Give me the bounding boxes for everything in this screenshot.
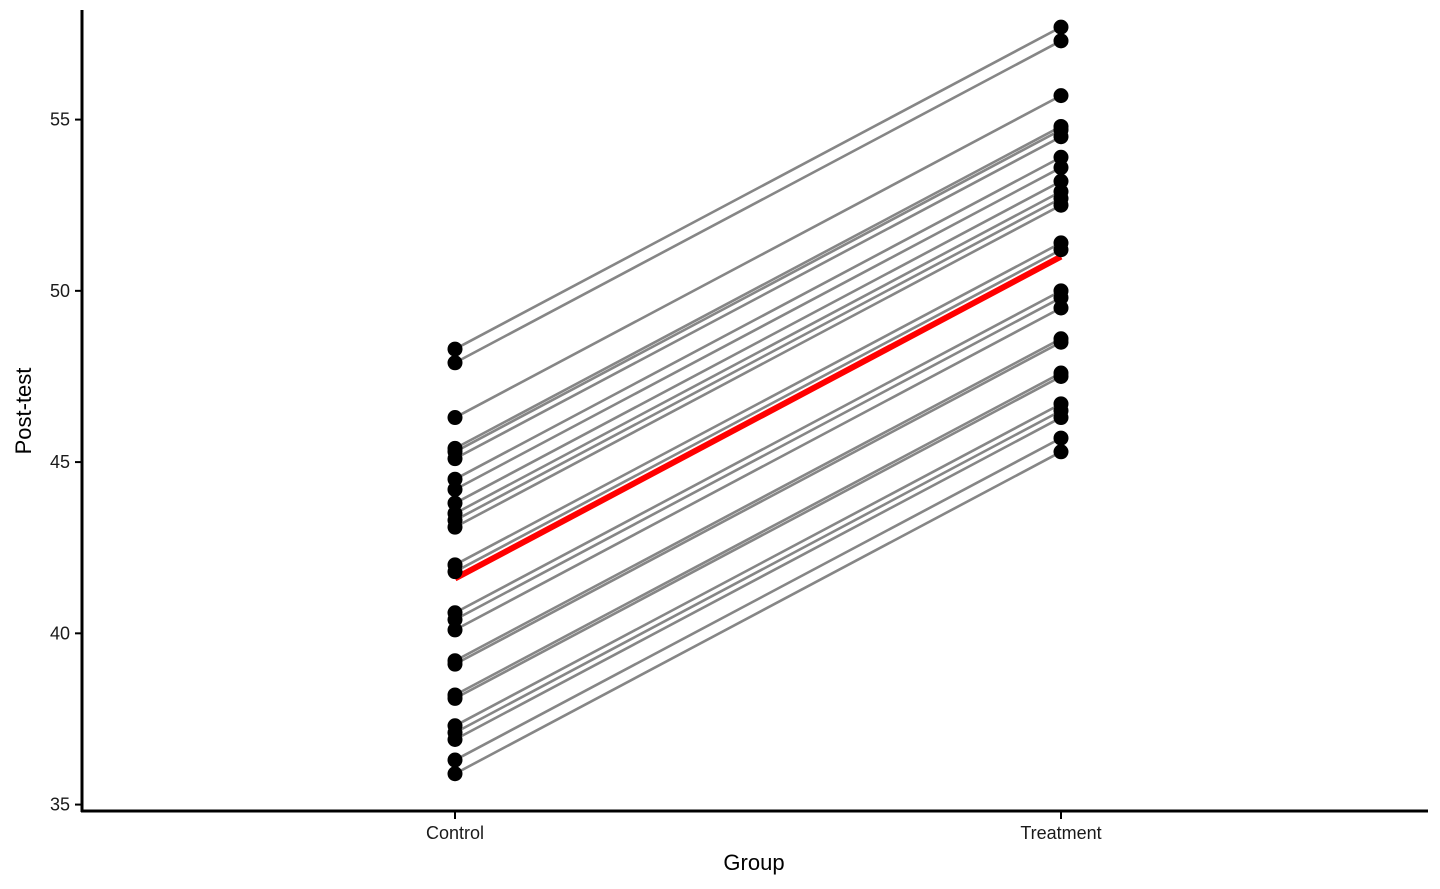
subject-line — [454, 128, 1062, 453]
mean-line — [453, 253, 1063, 582]
subject-line — [454, 371, 1062, 697]
control-point — [447, 622, 463, 638]
subject-line — [454, 156, 1062, 481]
subject-lines — [454, 25, 1062, 775]
treatment-point — [1053, 444, 1069, 460]
treatment-point — [1053, 300, 1069, 316]
y-tick-label: 40 — [50, 623, 70, 643]
treatment-point — [1053, 88, 1069, 104]
subject-line — [454, 409, 1062, 734]
subject-line — [454, 135, 1062, 460]
subject-line — [454, 197, 1062, 522]
x-axis-title: Group — [723, 850, 784, 875]
treatment-point — [1053, 290, 1069, 306]
subject-line — [454, 337, 1062, 662]
subject-line — [454, 125, 1062, 450]
control-point — [447, 612, 463, 628]
control-point — [447, 732, 463, 748]
subject-line — [454, 94, 1062, 419]
control-point — [447, 355, 463, 371]
control-point — [447, 690, 463, 706]
mean-layer — [453, 253, 1063, 582]
treatment-point — [1053, 173, 1069, 189]
control-point — [447, 471, 463, 487]
treatment-point — [1053, 149, 1069, 165]
subject-line — [454, 166, 1062, 491]
treatment-point — [1053, 242, 1069, 258]
y-tick-label: 55 — [50, 110, 70, 130]
treatment-point — [1053, 19, 1069, 35]
subject-line — [454, 402, 1062, 727]
treatment-point — [1053, 368, 1069, 384]
subject-line — [454, 289, 1062, 614]
control-point — [447, 481, 463, 497]
control-point — [447, 341, 463, 357]
subject-line — [454, 241, 1062, 566]
subject-line — [454, 25, 1062, 351]
control-point — [447, 410, 463, 426]
subject-line — [454, 416, 1062, 741]
subject-line — [454, 190, 1062, 515]
treatment-point — [1053, 410, 1069, 426]
treatment-point — [1053, 33, 1069, 49]
control-point — [447, 766, 463, 782]
y-ticks: 35 40 45 50 55 — [50, 110, 82, 815]
x-tick-label: Treatment — [1020, 823, 1101, 843]
y-tick-label: 50 — [50, 281, 70, 301]
treatment-point — [1053, 160, 1069, 176]
subject-line — [454, 341, 1062, 666]
subject-line — [454, 204, 1062, 529]
x-ticks: Control Treatment — [426, 812, 1102, 843]
control-point — [447, 519, 463, 535]
subject-line — [454, 180, 1062, 505]
treatment-point — [1053, 334, 1069, 350]
subject-line — [454, 296, 1062, 621]
control-point — [447, 564, 463, 580]
control-point — [447, 495, 463, 511]
x-tick-label: Control — [426, 823, 484, 843]
subject-line — [454, 248, 1062, 573]
y-axis-title: Post-test — [11, 368, 36, 455]
control-point — [447, 451, 463, 467]
subject-line — [454, 375, 1062, 700]
treatment-point — [1053, 197, 1069, 213]
subject-line — [454, 39, 1062, 364]
subject-line — [454, 450, 1062, 775]
subject-line — [454, 436, 1062, 762]
treatment-point — [1053, 129, 1069, 145]
data-points — [447, 19, 1069, 782]
subject-line — [454, 306, 1062, 632]
control-point — [447, 656, 463, 672]
y-tick-label: 35 — [50, 795, 70, 815]
control-point — [447, 752, 463, 768]
treatment-point — [1053, 430, 1069, 446]
y-tick-label: 45 — [50, 452, 70, 472]
